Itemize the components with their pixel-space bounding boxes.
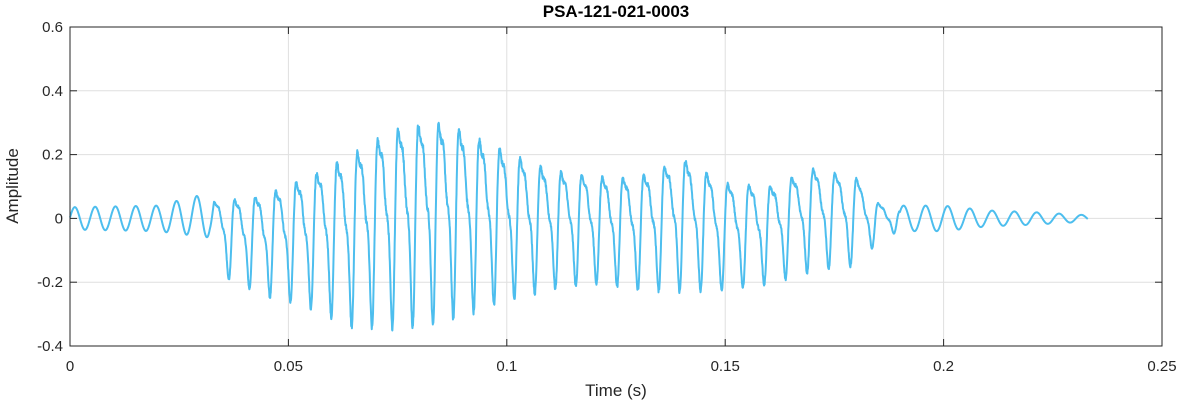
y-tick-label: 0.6: [42, 19, 63, 36]
y-tick-label: 0: [55, 210, 63, 227]
plot-frame: [69, 26, 1163, 347]
y-tick-label: -0.4: [37, 338, 63, 355]
y-tick-label: 0.4: [42, 83, 63, 100]
y-tick-label: 0.2: [42, 147, 63, 164]
x-tick-label: 0.25: [1147, 358, 1176, 375]
y-axis-label: Amplitude: [3, 148, 22, 224]
y-tick-label: -0.2: [37, 274, 63, 291]
axis-ticks: 0 0.05 0.1 0.15 0.2 0.25 -0.4 -0.2 0 0.2 0.4 0.6: [37, 19, 1176, 375]
chart-title: PSA-121-021-0003: [543, 2, 689, 21]
x-tick-label: 0: [66, 358, 74, 375]
x-tick-label: 0.15: [711, 358, 740, 375]
plot-area: [70, 27, 1162, 346]
series-layer: [69, 121, 1089, 332]
x-tick-label: 0.05: [274, 358, 303, 375]
x-tick-label: 0.2: [933, 358, 954, 375]
x-tick-label: 0.1: [496, 358, 517, 375]
x-axis-label: Time (s): [585, 381, 647, 400]
waveform-line: [69, 121, 1089, 332]
